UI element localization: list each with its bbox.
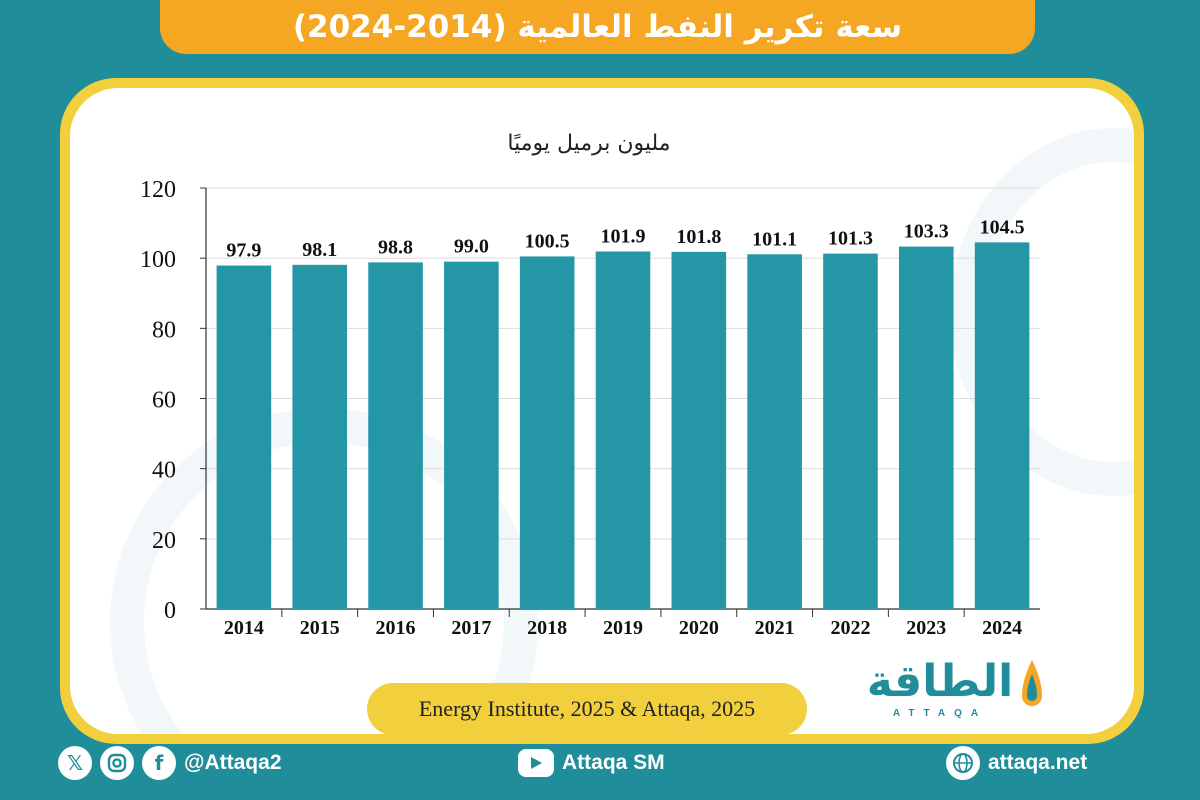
y-axis-title: مليون برميل يوميًا <box>507 131 670 156</box>
data-label: 99.0 <box>454 236 489 258</box>
data-label: 101.8 <box>676 226 721 248</box>
data-label: 97.9 <box>226 240 261 262</box>
logo-subtitle: ATTAQA <box>892 708 988 719</box>
x-tick-label: 2023 <box>906 617 946 639</box>
title-banner: سعة تكرير النفط العالمية (2014-2024) <box>160 0 1035 54</box>
bar <box>292 264 348 609</box>
website-link[interactable]: attaqa.net <box>946 745 1087 781</box>
instagram-icon[interactable] <box>100 746 134 780</box>
globe-icon <box>946 746 980 780</box>
youtube-icon <box>518 749 554 777</box>
y-tick-label: 60 <box>152 388 176 414</box>
x-tick-label: 2014 <box>224 617 264 639</box>
x-tick-label: 2020 <box>679 617 719 639</box>
website-url: attaqa.net <box>988 751 1088 774</box>
data-label: 98.1 <box>302 239 337 261</box>
x-tick-label: 2022 <box>830 617 870 639</box>
bar <box>444 261 499 609</box>
data-label: 101.1 <box>752 228 797 250</box>
youtube-label: Attaqa SM <box>562 751 665 774</box>
bar <box>898 246 954 609</box>
bar <box>671 251 727 609</box>
source-pill: Energy Institute, 2025 & Attaqa, 2025 <box>367 683 807 735</box>
x-tick-label: 2019 <box>603 617 643 639</box>
source-text: Energy Institute, 2025 & Attaqa, 2025 <box>418 696 756 721</box>
social-links: 𝕏 f @Attaqa2 <box>58 745 282 781</box>
x-tick-label: 2015 <box>300 617 340 639</box>
data-label: 101.3 <box>828 228 873 250</box>
data-label: 101.9 <box>601 226 646 248</box>
x-tick-label: 2024 <box>982 617 1022 639</box>
x-tick-label: 2021 <box>755 617 795 639</box>
facebook-icon[interactable]: f <box>142 746 176 780</box>
x-twitter-icon[interactable]: 𝕏 <box>58 746 92 780</box>
social-handle[interactable]: @Attaqa2 <box>184 751 282 774</box>
x-tick-label: 2017 <box>451 617 491 639</box>
bar <box>519 256 575 609</box>
bar <box>595 251 651 609</box>
x-tick-label: 2018 <box>527 617 567 639</box>
y-tick-label: 0 <box>164 598 176 624</box>
bar <box>823 253 878 609</box>
bar <box>368 262 423 609</box>
data-label: 98.8 <box>378 236 413 258</box>
data-label: 104.5 <box>980 216 1025 238</box>
x-tick-label: 2016 <box>376 617 416 639</box>
attaqa-logo: الطاقة ATTAQA <box>860 650 1060 730</box>
data-label: 100.5 <box>525 230 570 252</box>
bar <box>974 242 1030 610</box>
y-tick-label: 20 <box>152 528 176 554</box>
y-tick-label: 120 <box>140 177 176 203</box>
youtube-link[interactable]: Attaqa SM <box>518 745 665 781</box>
logo-wordmark: الطاقة <box>866 656 1014 707</box>
y-tick-label: 100 <box>140 247 176 273</box>
bar <box>216 265 272 609</box>
oil-drop-icon <box>1022 660 1042 706</box>
y-tick-label: 80 <box>152 317 176 343</box>
chart-title: سعة تكرير النفط العالمية (2014-2024) <box>292 9 903 45</box>
y-tick-label: 40 <box>152 458 176 484</box>
bar <box>747 254 802 609</box>
data-label: 103.3 <box>904 221 949 243</box>
